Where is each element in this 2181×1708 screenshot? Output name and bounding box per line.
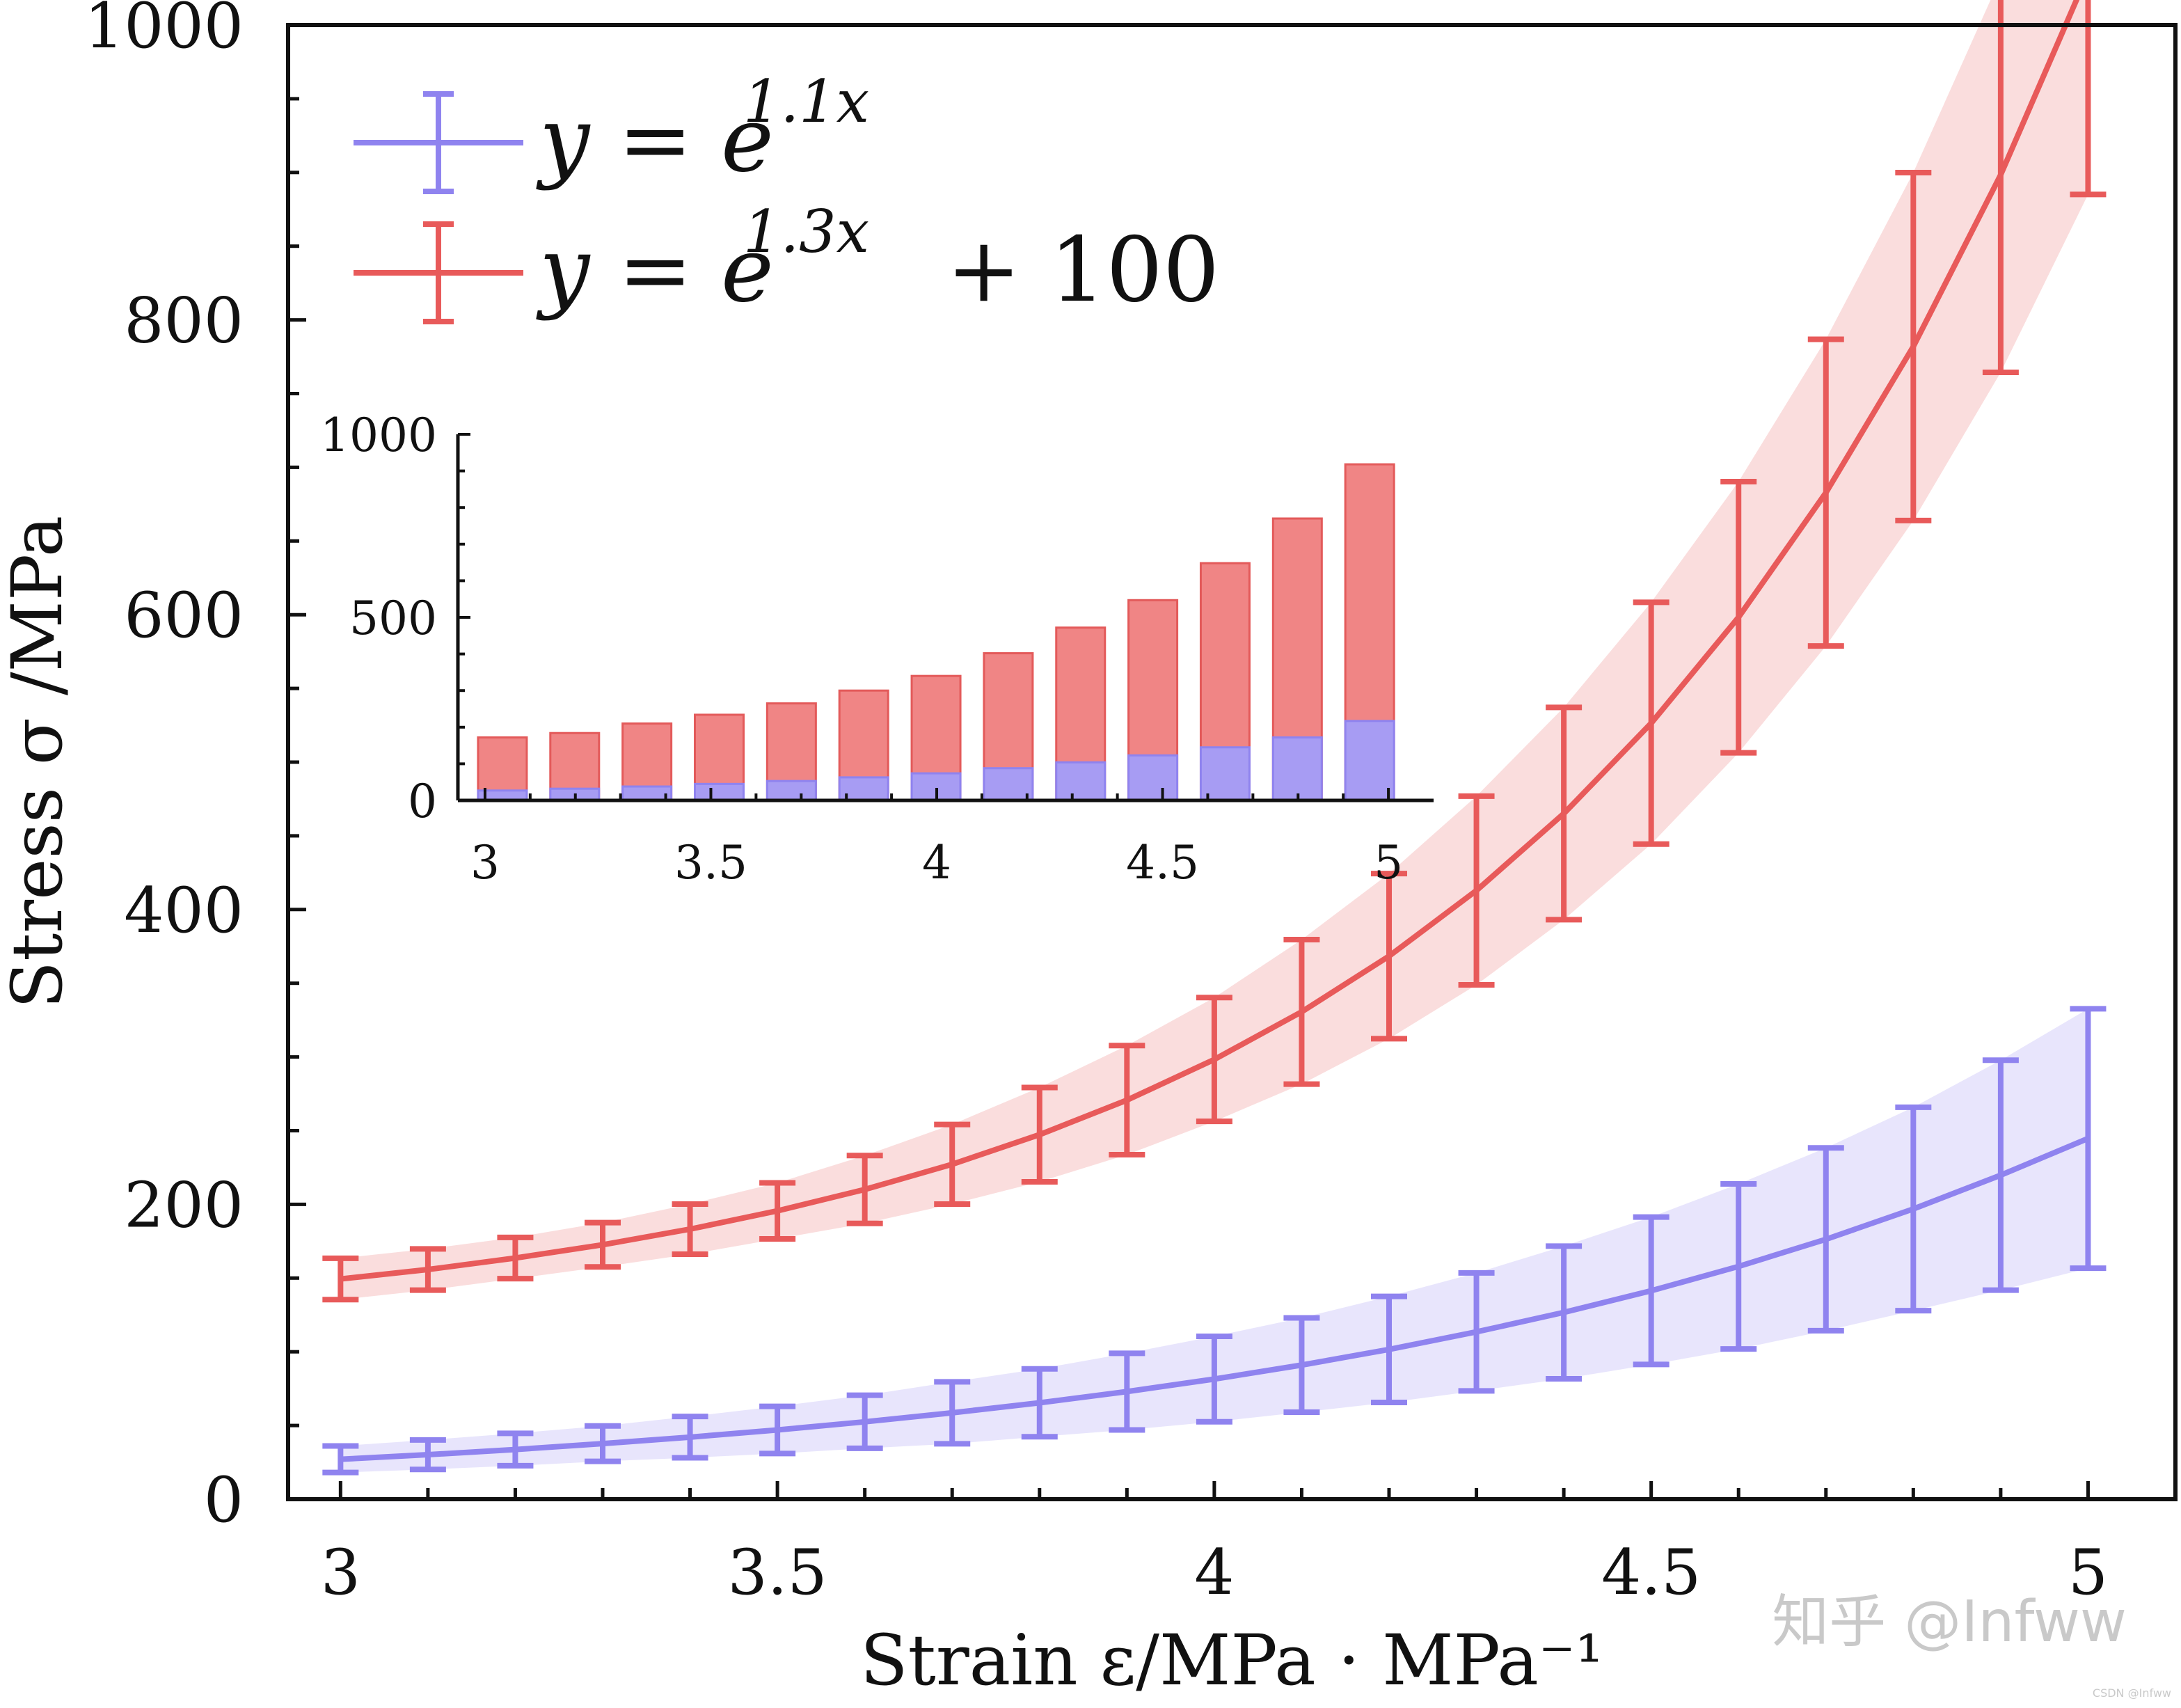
y-axis-title: Stress σ /MPa <box>0 516 78 1009</box>
inset-bar-chart: 0 500 1000 3 3.5 4 4.5 5 <box>320 409 1434 889</box>
line-series-1 <box>340 1136 2089 1462</box>
x-tick-label: 3 <box>321 1536 360 1609</box>
y-tick-label: 0 <box>204 1464 244 1537</box>
y-tick-label: 400 <box>124 874 244 947</box>
watermark: 知乎 @Infww <box>1772 1589 2127 1655</box>
x-tick-label: 3.5 <box>728 1536 827 1609</box>
inset-x-tick-label: 3 <box>470 836 500 889</box>
x-axis-title: Strain ε/MPa · MPa⁻¹ <box>860 1620 1603 1701</box>
main-axis-ticks <box>288 23 2090 1501</box>
x-tick-label: 4 <box>1194 1536 1234 1609</box>
inset-x-tick-label: 3.5 <box>674 836 747 889</box>
legend: y = e1.1xy = e1.3x + 100 <box>354 68 1219 324</box>
legend-entry-1: y = e1.1x <box>354 68 869 194</box>
inset-bar-blue <box>621 785 673 802</box>
x-axis-title-text: Strain ε/MPa · MPa⁻¹ <box>860 1620 1603 1701</box>
legend-label: y = e <box>536 219 774 322</box>
inset-bar-blue <box>766 780 817 802</box>
y-tick-label: 800 <box>124 285 244 358</box>
legend-label: y = e <box>536 88 774 192</box>
inset-y-tick-label: 0 <box>408 775 437 828</box>
inset-y-tick-label: 1000 <box>320 409 437 462</box>
y-tick-label: 600 <box>124 579 244 652</box>
inset-x-tick-label: 4.5 <box>1126 836 1199 889</box>
x-tick-label: 5 <box>2068 1536 2108 1609</box>
series-lines <box>340 0 2089 1462</box>
inset-x-tick-label: 4 <box>922 836 951 889</box>
corner-note: CSDN @Infww <box>2093 1686 2171 1700</box>
error-bar <box>2070 0 2107 198</box>
y-tick-label: 200 <box>124 1169 244 1242</box>
inset-bar-blue <box>1271 736 1323 802</box>
inset-x-tick-label: 5 <box>1374 836 1403 889</box>
legend-label-tail: + 100 <box>946 219 1219 322</box>
inset-y-tick-label: 500 <box>349 592 437 645</box>
inset-bar-blue <box>1199 746 1251 802</box>
legend-swatch <box>354 221 523 324</box>
inset-bar-blue <box>983 767 1034 802</box>
y-tick-label: 1000 <box>84 0 244 63</box>
y-axis-title-text: Stress σ /MPa <box>0 516 78 1009</box>
legend-swatch <box>354 91 523 194</box>
line-series-2 <box>340 0 2080 1282</box>
inset-bar-blue <box>1055 761 1107 802</box>
main-tick-labels: 0 200 400 600 800 1000 3 3.5 4 4.5 5 <box>84 0 2108 1609</box>
legend-label-exponent: 1.3x <box>743 198 869 266</box>
inset-bar-blue <box>694 782 745 802</box>
inset-bar-blue <box>1127 754 1179 802</box>
legend-label-exponent: 1.1x <box>743 68 869 136</box>
error-bars <box>322 0 2107 1476</box>
inset-bar-blue <box>1344 720 1395 802</box>
x-tick-label: 4.5 <box>1601 1536 1701 1609</box>
legend-entry-2: y = e1.3x + 100 <box>354 198 1219 324</box>
